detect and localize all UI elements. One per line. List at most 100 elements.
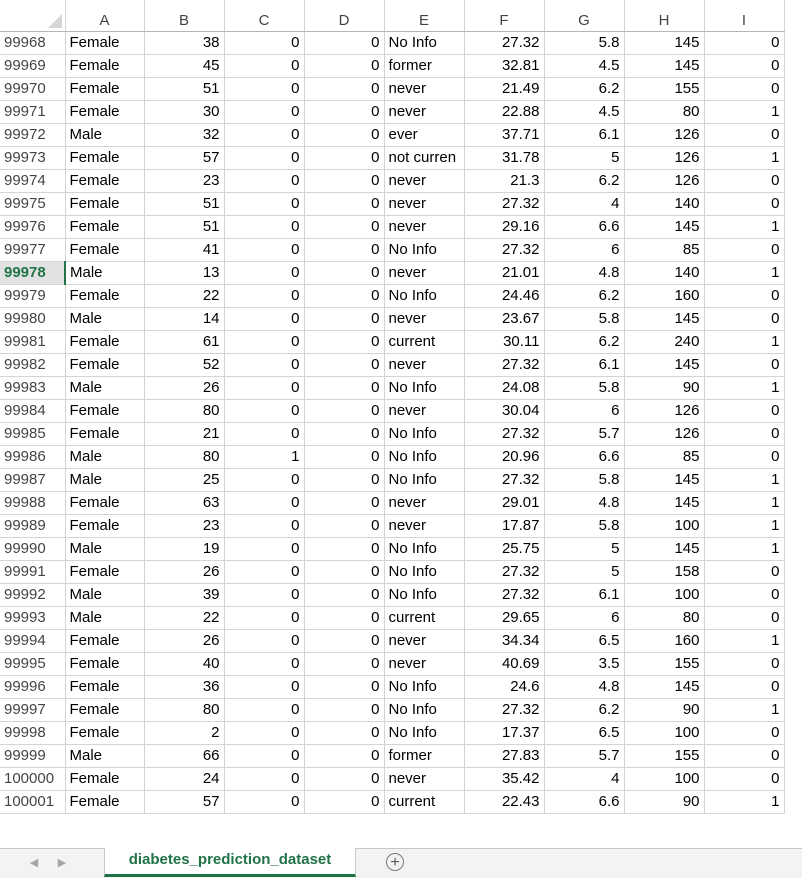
cell-g[interactable]: 6.2: [544, 77, 625, 101]
cell-a[interactable]: Male: [65, 744, 145, 768]
cell-e[interactable]: former: [384, 54, 465, 78]
cell-d[interactable]: 0: [304, 330, 385, 354]
cell-a[interactable]: Female: [65, 353, 145, 377]
column-header-e[interactable]: E: [384, 0, 465, 32]
cell-f[interactable]: 31.78: [464, 146, 545, 170]
cell-f[interactable]: 21.3: [464, 169, 545, 193]
row-header[interactable]: 99980: [0, 307, 66, 331]
cell-b[interactable]: 57: [144, 146, 225, 170]
cell-c[interactable]: 0: [224, 353, 305, 377]
cell-h[interactable]: 155: [624, 77, 705, 101]
cell-b[interactable]: 2: [144, 721, 225, 745]
cell-i[interactable]: 0: [704, 399, 785, 423]
cell-c[interactable]: 0: [224, 261, 305, 285]
cell-a[interactable]: Male: [65, 307, 145, 331]
cell-c[interactable]: 1: [224, 445, 305, 469]
cell-e[interactable]: never: [384, 491, 465, 515]
cell-f[interactable]: 17.87: [464, 514, 545, 538]
cell-g[interactable]: 5.8: [544, 376, 625, 400]
cell-a[interactable]: Female: [65, 514, 145, 538]
cell-i[interactable]: 0: [704, 652, 785, 676]
cell-i[interactable]: 0: [704, 54, 785, 78]
cell-c[interactable]: 0: [224, 514, 305, 538]
row-header[interactable]: 99986: [0, 445, 66, 469]
cell-a[interactable]: Female: [65, 422, 145, 446]
cell-g[interactable]: 5.8: [544, 31, 625, 55]
column-header-c[interactable]: C: [224, 0, 305, 32]
cell-b[interactable]: 21: [144, 422, 225, 446]
cell-b[interactable]: 51: [144, 192, 225, 216]
cell-h[interactable]: 126: [624, 146, 705, 170]
cell-g[interactable]: 6.5: [544, 721, 625, 745]
cell-b[interactable]: 52: [144, 353, 225, 377]
cell-h[interactable]: 90: [624, 790, 705, 814]
cell-g[interactable]: 4.8: [544, 261, 625, 285]
cell-b[interactable]: 23: [144, 169, 225, 193]
cell-f[interactable]: 23.67: [464, 307, 545, 331]
cell-h[interactable]: 145: [624, 491, 705, 515]
cell-g[interactable]: 6.1: [544, 583, 625, 607]
cell-i[interactable]: 0: [704, 238, 785, 262]
cell-f[interactable]: 24.46: [464, 284, 545, 308]
cell-f[interactable]: 30.11: [464, 330, 545, 354]
cell-e[interactable]: No Info: [384, 376, 465, 400]
cell-h[interactable]: 145: [624, 468, 705, 492]
cell-g[interactable]: 4: [544, 767, 625, 791]
cell-i[interactable]: 0: [704, 560, 785, 584]
cell-h[interactable]: 126: [624, 169, 705, 193]
cell-h[interactable]: 155: [624, 744, 705, 768]
cell-i[interactable]: 1: [704, 790, 785, 814]
cell-e[interactable]: not curren: [384, 146, 465, 170]
cell-c[interactable]: 0: [224, 215, 305, 239]
cell-h[interactable]: 145: [624, 537, 705, 561]
cell-h[interactable]: 145: [624, 215, 705, 239]
cell-d[interactable]: 0: [304, 146, 385, 170]
column-header-i[interactable]: I: [704, 0, 785, 32]
row-header[interactable]: 99969: [0, 54, 66, 78]
cell-f[interactable]: 21.49: [464, 77, 545, 101]
cell-i[interactable]: 0: [704, 445, 785, 469]
cell-d[interactable]: 0: [304, 790, 385, 814]
cell-i[interactable]: 1: [704, 376, 785, 400]
cell-h[interactable]: 80: [624, 100, 705, 124]
cell-i[interactable]: 1: [704, 100, 785, 124]
cell-i[interactable]: 0: [704, 422, 785, 446]
cell-g[interactable]: 6: [544, 399, 625, 423]
cell-h[interactable]: 126: [624, 399, 705, 423]
cell-d[interactable]: 0: [304, 399, 385, 423]
cell-b[interactable]: 80: [144, 698, 225, 722]
cell-h[interactable]: 140: [624, 261, 705, 285]
cell-c[interactable]: 0: [224, 307, 305, 331]
cell-c[interactable]: 0: [224, 422, 305, 446]
cell-h[interactable]: 100: [624, 767, 705, 791]
cell-i[interactable]: 0: [704, 767, 785, 791]
cell-d[interactable]: 0: [304, 514, 385, 538]
cell-h[interactable]: 90: [624, 376, 705, 400]
cell-d[interactable]: 0: [304, 606, 385, 630]
cell-f[interactable]: 21.01: [464, 261, 545, 285]
cell-b[interactable]: 45: [144, 54, 225, 78]
cell-f[interactable]: 40.69: [464, 652, 545, 676]
cell-a[interactable]: Female: [65, 77, 145, 101]
cell-g[interactable]: 5.8: [544, 307, 625, 331]
cell-i[interactable]: 1: [704, 491, 785, 515]
cell-c[interactable]: 0: [224, 238, 305, 262]
cell-i[interactable]: 1: [704, 330, 785, 354]
cell-e[interactable]: No Info: [384, 422, 465, 446]
cell-g[interactable]: 6.6: [544, 445, 625, 469]
row-header[interactable]: 99968: [0, 31, 66, 55]
cell-e[interactable]: No Info: [384, 468, 465, 492]
cell-e[interactable]: never: [384, 353, 465, 377]
cell-i[interactable]: 1: [704, 468, 785, 492]
cell-c[interactable]: 0: [224, 31, 305, 55]
cell-a[interactable]: Female: [65, 721, 145, 745]
cell-g[interactable]: 4.8: [544, 491, 625, 515]
cell-d[interactable]: 0: [304, 192, 385, 216]
cell-e[interactable]: No Info: [384, 698, 465, 722]
cell-h[interactable]: 145: [624, 54, 705, 78]
cell-i[interactable]: 0: [704, 123, 785, 147]
cell-h[interactable]: 100: [624, 721, 705, 745]
cell-d[interactable]: 0: [304, 675, 385, 699]
cell-i[interactable]: 1: [704, 629, 785, 653]
cell-h[interactable]: 240: [624, 330, 705, 354]
